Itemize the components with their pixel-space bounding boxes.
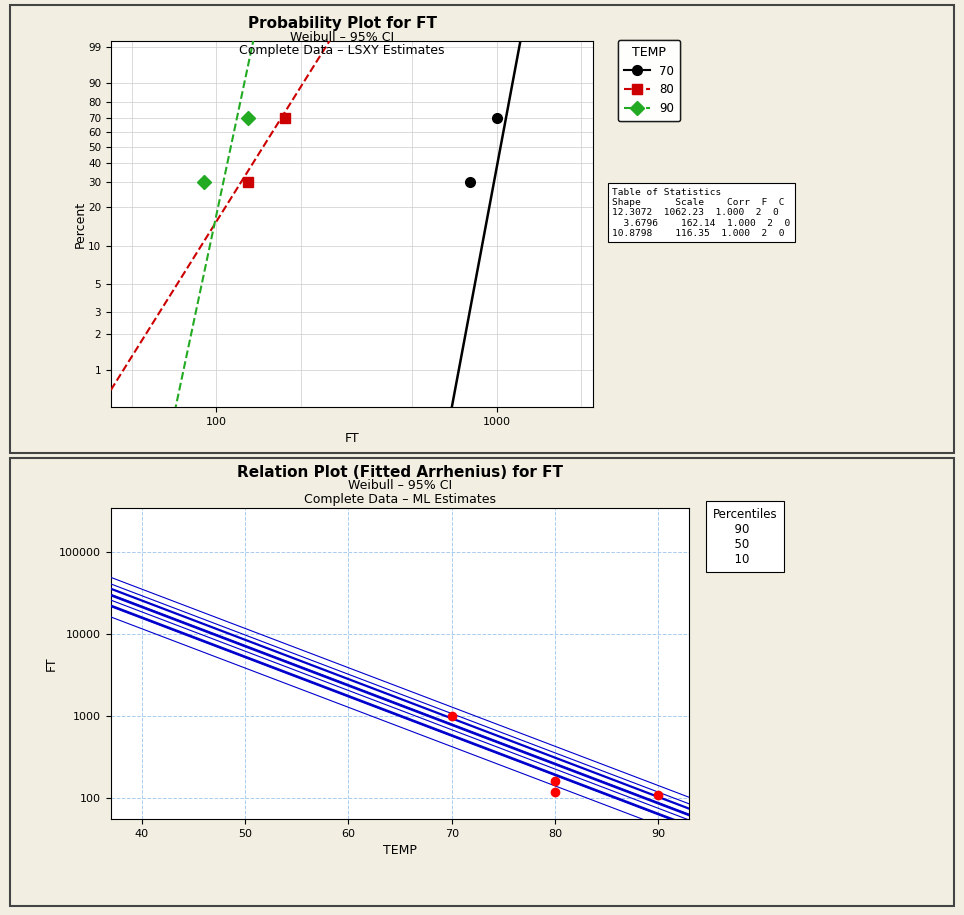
Text: Weibull – 95% CI: Weibull – 95% CI [348,479,452,492]
Text: Probability Plot for FT: Probability Plot for FT [248,16,437,31]
Text: Relation Plot (Fitted Arrhenius) for FT: Relation Plot (Fitted Arrhenius) for FT [237,465,563,479]
X-axis label: FT: FT [344,433,360,446]
X-axis label: TEMP: TEMP [383,845,417,857]
Y-axis label: FT: FT [44,656,58,671]
Text: Complete Data – ML Estimates: Complete Data – ML Estimates [304,493,496,506]
Legend: 70, 80, 90: 70, 80, 90 [618,39,681,122]
Text: Percentiles
      90
      50
      10: Percentiles 90 50 10 [712,508,777,565]
Y-axis label: Percent: Percent [73,200,87,248]
Text: Weibull – 95% CI: Weibull – 95% CI [290,31,394,44]
Text: Table of Statistics
Shape      Scale    Corr  F  C
12.3072  1062.23  1.000  2  0: Table of Statistics Shape Scale Corr F C… [612,188,790,238]
Text: Complete Data – LSXY Estimates: Complete Data – LSXY Estimates [239,44,445,57]
